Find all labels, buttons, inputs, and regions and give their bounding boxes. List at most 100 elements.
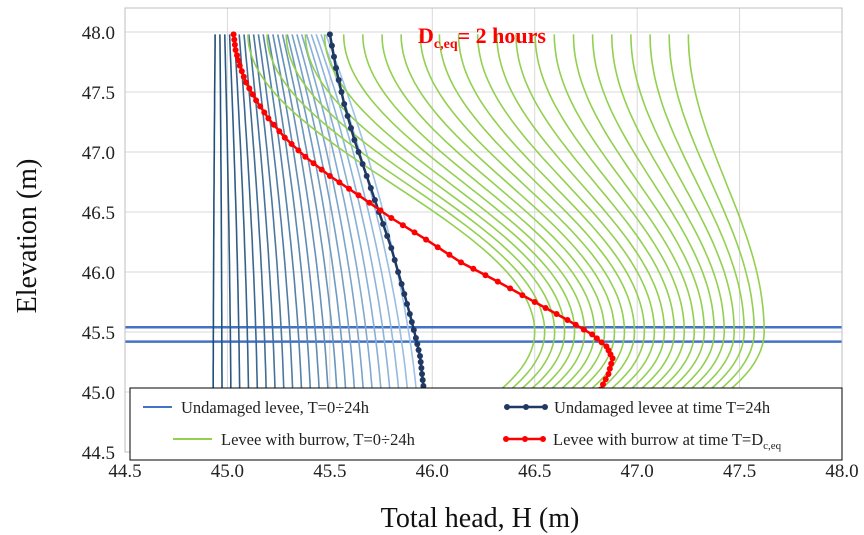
burrow-series-line: [496, 34, 666, 393]
legend-marker-burrow-deq: [540, 436, 546, 442]
annotation-main: D: [418, 23, 434, 48]
burrow-deq-point: [507, 285, 514, 292]
annotation-rest: = 2 hours: [458, 23, 547, 48]
burrow-series-line: [476, 34, 656, 393]
legend-box: [129, 387, 843, 461]
undamaged-series-line: [212, 34, 216, 452]
y-tick-label: 44.5: [82, 443, 115, 464]
burrow-series-line: [266, 34, 546, 393]
burrow-series-line: [438, 34, 636, 393]
burrow-deq-point: [605, 371, 612, 377]
burrow-deq-point: [589, 331, 596, 338]
y-tick-label: 45.5: [82, 323, 115, 344]
burrow-deq-point: [276, 128, 283, 135]
legend-label-burrow-deq-sub: c,eq: [763, 440, 782, 452]
undamaged-24h-point: [363, 173, 370, 179]
burrow-series-line: [553, 34, 696, 393]
burrow-deq-point: [482, 272, 489, 279]
legend-label-burrow-deq: Levee with burrow at time T=Dc,eq: [553, 430, 782, 452]
undamaged-24h-point: [341, 101, 348, 107]
undamaged-24h-point: [412, 335, 419, 341]
x-axis-label: Total head, H (m): [381, 503, 580, 534]
burrow-deq-point: [318, 166, 325, 173]
burrow-deq-point: [572, 321, 579, 328]
undamaged-series-line: [228, 34, 241, 452]
undamaged-24h-point: [380, 221, 387, 227]
x-tick-label: 48.0: [825, 461, 858, 482]
burrow-deq-point: [446, 251, 453, 258]
burrow-deq-point: [234, 52, 240, 59]
y-tick-label: 46.0: [82, 263, 115, 284]
burrow-series-line: [247, 34, 536, 393]
burrow-deq-point: [564, 317, 571, 323]
undamaged-series-line: [305, 34, 385, 453]
legend-label-burrow-deq-main: Levee with burrow at time T=D: [553, 430, 763, 449]
undamaged-24h-point: [348, 125, 354, 131]
burrow-series-line: [381, 34, 606, 393]
burrow-deq-point: [230, 31, 237, 38]
undamaged-24h-point: [401, 291, 408, 297]
undamaged-24h-point: [417, 359, 424, 365]
undamaged-series-line: [291, 34, 358, 453]
undamaged-series-line: [276, 34, 331, 453]
burrow-deq-point: [238, 68, 245, 75]
burrow-deq-point: [253, 97, 260, 104]
undamaged-series-line: [238, 34, 259, 453]
burrow-deq-point: [608, 360, 615, 367]
burrow-series-line: [687, 34, 766, 393]
legend-label-undamaged-24h: Undamaged levee at time T=24h: [554, 398, 771, 417]
undamaged-series-line: [296, 34, 367, 453]
burrow-deq-point: [346, 185, 352, 192]
undamaged-24h-point: [415, 347, 422, 353]
legend-marker-burrow-deq: [522, 436, 528, 442]
undamaged-24h-point: [404, 301, 410, 307]
burrow-deq-point: [542, 305, 549, 311]
undamaged-24h-point: [355, 149, 362, 155]
burrow-deq-point: [242, 79, 249, 86]
burrow-deq-point: [531, 299, 538, 305]
burrow-deq-point: [600, 381, 606, 388]
undamaged-24h-point: [419, 371, 425, 377]
undamaged-24h-point: [417, 353, 423, 359]
y-axis-label: Elevation (m): [12, 159, 43, 314]
tick-labels: 44.5 45.0 45.5 46.0 46.5 47.0 47.5 48.0 44.5 45.0…: [82, 23, 859, 482]
burrow-series-line: [668, 34, 756, 393]
burrow-series-line: [611, 34, 726, 393]
undamaged-24h-point: [328, 42, 335, 49]
burrow-series-line: [362, 34, 596, 393]
y-tick-label: 47.0: [82, 143, 115, 164]
burrow-series-line: [304, 34, 566, 393]
undamaged-24h-point: [359, 161, 366, 167]
annotation: Dc,eq= 2 hours: [418, 23, 546, 52]
burrow-series-line: [630, 34, 736, 393]
undamaged-series-line: [243, 34, 268, 453]
undamaged-series-line: [325, 34, 421, 453]
burrow-deq-point: [355, 192, 362, 199]
undamaged-24h-point: [351, 137, 358, 143]
legend-marker-undamaged-24h: [523, 404, 529, 410]
legend-label-undamaged: Undamaged levee, T=0÷24h: [181, 398, 370, 417]
undamaged-24h-point: [395, 269, 402, 275]
x-tick-label: 47.0: [621, 461, 654, 482]
burrow-deq-point: [606, 365, 613, 372]
undamaged-24h-point: [408, 319, 415, 325]
undamaged-24h-point: [335, 77, 342, 83]
burrow-series-line: [323, 34, 576, 393]
burrow-series-line: [419, 34, 626, 393]
legend-label-burrow: Levee with burrow, T=0÷24h: [221, 430, 416, 449]
undamaged-series-line: [233, 34, 250, 453]
burrow-deq-point: [281, 134, 288, 141]
burrow-series-line: [285, 34, 556, 393]
burrow-series-line: [649, 34, 746, 393]
burrow-deq-point: [366, 199, 373, 206]
x-tick-label: 46.0: [416, 461, 449, 482]
undamaged-24h-point: [384, 233, 391, 239]
burrow-deq-point: [326, 173, 333, 179]
burrow-deq-point: [257, 103, 264, 110]
undamaged-series-line: [262, 34, 304, 452]
burrow-deq-point: [434, 244, 441, 251]
burrow-deq-point: [235, 57, 242, 64]
burrow-series-line: [400, 34, 616, 393]
burrow-deq-point: [288, 141, 295, 147]
burrow-deq-point: [580, 326, 587, 333]
